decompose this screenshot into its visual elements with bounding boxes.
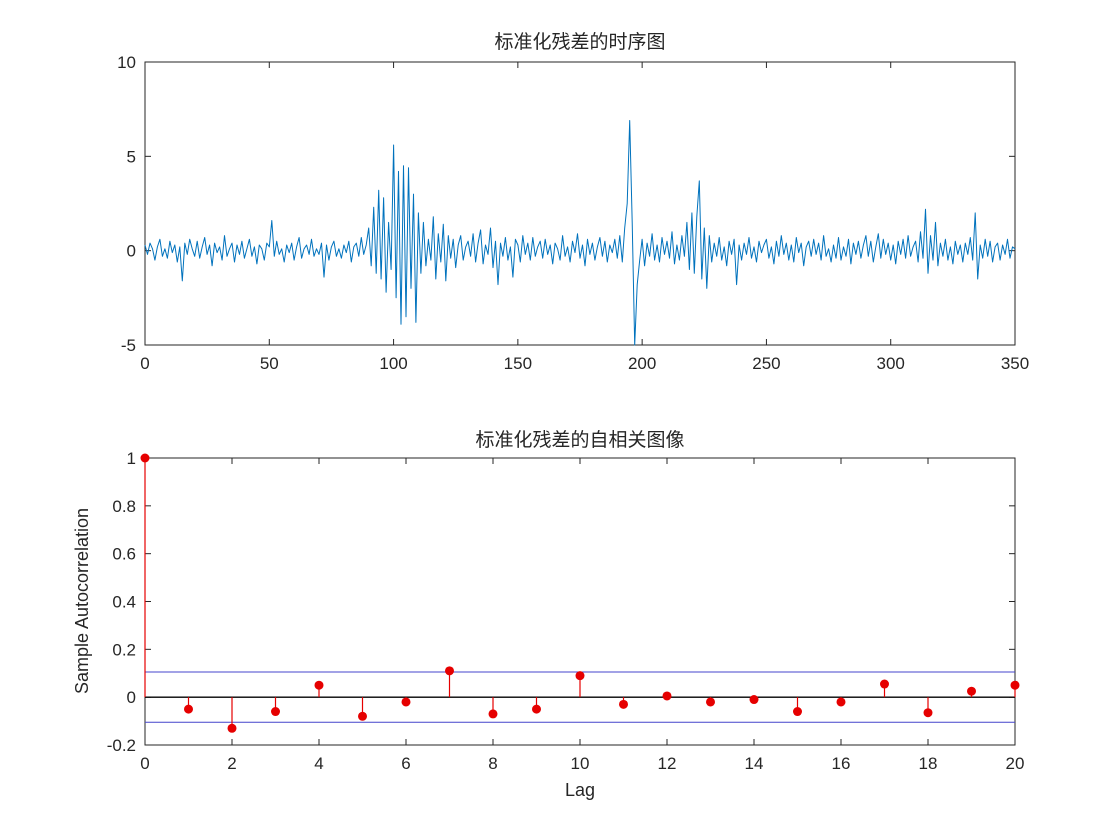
- acf-marker: [575, 671, 585, 681]
- acf-marker: [445, 666, 454, 676]
- x-tick-label: 350: [1001, 354, 1029, 373]
- acf-marker: [488, 709, 498, 719]
- y-tick-label: 0: [127, 688, 136, 707]
- x-tick-label: 150: [504, 354, 532, 373]
- acf-marker: [967, 686, 976, 696]
- y-tick-label: 1: [127, 449, 136, 468]
- y-tick-label: -5: [121, 336, 136, 355]
- x-tick-label: 20: [1006, 754, 1025, 773]
- x-tick-label: 12: [658, 754, 677, 773]
- acf-marker: [880, 679, 889, 689]
- x-tick-label: 4: [314, 754, 323, 773]
- timeseries-line: [144, 120, 1016, 346]
- acf-marker: [836, 697, 846, 707]
- acf-marker: [749, 695, 759, 705]
- x-tick-label: 300: [877, 354, 905, 373]
- acf-marker: [1010, 680, 1020, 690]
- acf-marker: [227, 723, 237, 733]
- acf-marker: [271, 707, 280, 717]
- acf-marker: [706, 697, 715, 707]
- acf-title: 标准化残差的自相关图像: [475, 429, 684, 451]
- y-tick-label: 0.2: [112, 640, 136, 659]
- acf-marker: [793, 707, 802, 717]
- acf-marker: [358, 711, 367, 721]
- acf-plot: 0 2 4 6 8 10 12 14 16 18 20-0.200.20.40.60.81: [107, 449, 1025, 773]
- x-tick-label: 0: [140, 354, 149, 373]
- acf-marker: [532, 704, 541, 714]
- y-tick-label: 10: [117, 53, 136, 72]
- x-tick-label: 0: [140, 754, 149, 773]
- acf-marker: [314, 680, 324, 690]
- acf-marker: [662, 691, 672, 701]
- x-tick-label: 50: [260, 354, 279, 373]
- x-tick-label: 100: [379, 354, 407, 373]
- y-tick-label: 0.4: [112, 593, 136, 612]
- y-tick-label: 0: [127, 242, 136, 261]
- acf-marker: [140, 453, 150, 463]
- x-tick-label: 2: [227, 754, 236, 773]
- x-tick-label: 8: [488, 754, 497, 773]
- x-tick-label: 16: [832, 754, 851, 773]
- y-tick-label: 0.6: [112, 545, 136, 564]
- acf-marker: [619, 699, 628, 709]
- x-tick-label: 6: [401, 754, 410, 773]
- acf-marker: [401, 697, 411, 707]
- y-tick-label: 0.8: [112, 497, 136, 516]
- acf-xlabel: Lag: [565, 780, 595, 800]
- acf-ylabel: Sample Autocorrelation: [72, 508, 92, 694]
- x-tick-label: 14: [745, 754, 764, 773]
- x-tick-label: 18: [919, 754, 938, 773]
- x-tick-label: 200: [628, 354, 656, 373]
- y-tick-label: -0.2: [107, 736, 136, 755]
- x-tick-label: 250: [752, 354, 780, 373]
- x-tick-label: 10: [571, 754, 590, 773]
- axes-box: [144, 61, 1016, 346]
- y-tick-label: 5: [127, 147, 136, 166]
- acf-marker: [923, 708, 933, 718]
- timeseries-title: 标准化残差的时序图: [494, 31, 665, 53]
- acf-marker: [184, 704, 193, 714]
